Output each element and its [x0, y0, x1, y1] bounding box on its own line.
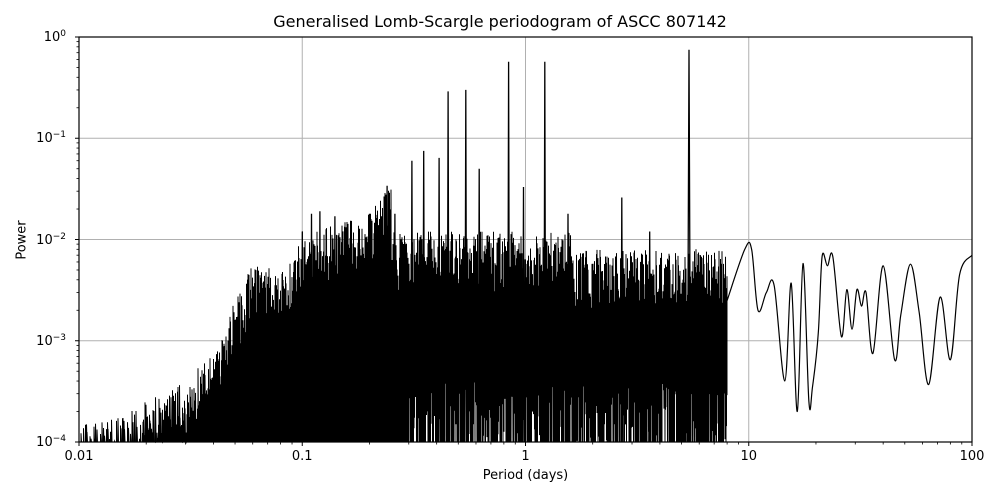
x-axis-label: Period (days) [482, 468, 569, 483]
x-tick-label: 1 [521, 449, 530, 464]
x-tick-label: 10 [740, 449, 758, 464]
y-tick-label: 10−3 [36, 332, 66, 349]
y-tick-label: 10−2 [36, 231, 66, 248]
y-tick-label: 10−4 [36, 434, 66, 450]
x-tick-label: 0.1 [291, 449, 313, 464]
plot-frame [78, 36, 973, 443]
y-tick-label: 100 [43, 29, 66, 45]
x-tick-label: 100 [959, 449, 985, 464]
y-tick-label: 10−1 [36, 130, 66, 147]
periodogram-line [79, 49, 973, 444]
x-tick-label: 0.01 [64, 449, 94, 464]
chart-title: Generalised Lomb-Scargle periodogram of … [273, 12, 727, 31]
